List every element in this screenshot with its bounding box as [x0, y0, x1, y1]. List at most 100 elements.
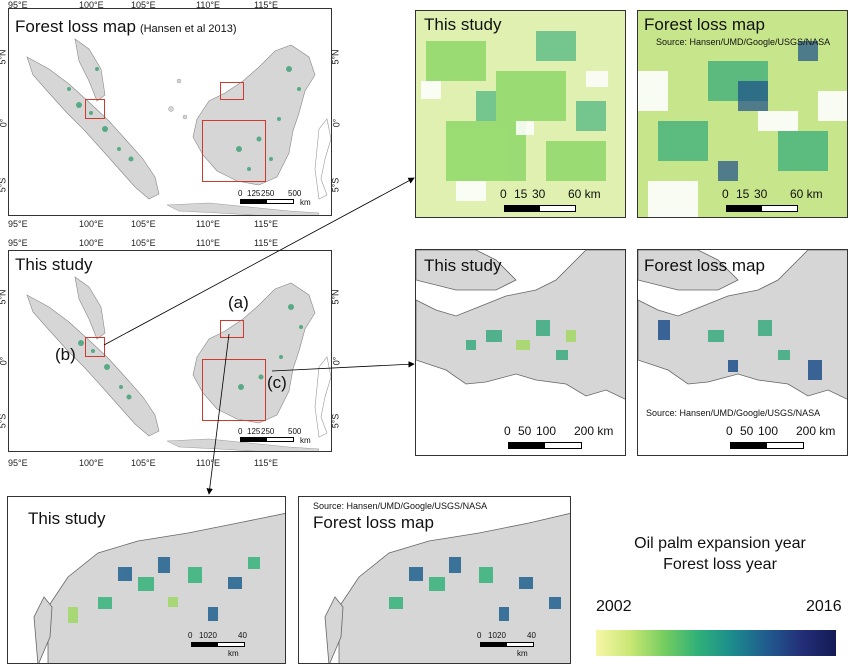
lon-tick: 105°E	[131, 458, 156, 468]
overview-scalebar: 0 125 250 500 km	[238, 189, 328, 213]
inset-a-source: Source: Hansen/UMD/Google/USGS/NASA	[313, 501, 488, 511]
scale-label: 500	[288, 427, 302, 436]
lat-tick: 0°	[0, 356, 9, 366]
scale-label: 20	[497, 631, 506, 640]
lon-tick: 95°E	[8, 219, 28, 229]
lat-tick: 5°N	[330, 49, 341, 65]
lon-tick: 110°E	[196, 0, 220, 10]
inset-a-right-scalebar: 0 10 20 40 km	[477, 631, 557, 661]
legend-max-year: 2016	[806, 598, 842, 615]
lat-tick: 0°	[331, 118, 342, 128]
inset-c-right-graphic	[638, 250, 847, 455]
lon-tick: 100°E	[79, 458, 104, 468]
lon-tick: 110°E	[196, 219, 220, 229]
inset-a-left-scalebar: 0 10 20 40 km	[188, 631, 268, 661]
scale-label: 40	[527, 631, 536, 640]
scale-unit: km	[300, 436, 311, 445]
scale-label: 0	[504, 424, 511, 438]
lon-tick: 115°E	[254, 238, 278, 248]
inset-b-right-graphic	[638, 11, 847, 217]
inset-b-forest-loss: Forest loss map Source: Hansen/UMD/Googl…	[637, 10, 848, 218]
label-c: (c)	[267, 373, 287, 392]
scale-label: 250	[261, 427, 275, 436]
overview-map-graphic	[26, 38, 331, 215]
inset-a-right-title: Forest loss map	[313, 513, 434, 532]
legend-min-year: 2002	[596, 598, 632, 615]
lat-tick: 5°S	[330, 413, 341, 429]
scale-label: 200 km	[574, 424, 614, 438]
inset-b-left-scalebar: 0 15 30 60 km	[500, 187, 620, 217]
label-a: (a)	[228, 293, 249, 312]
scale-unit: km	[517, 649, 528, 658]
lat-tick: 0°	[0, 118, 9, 128]
legend-color-ramp	[596, 630, 836, 656]
scale-label: 100	[536, 424, 557, 438]
inset-b-right-scalebar: 0 15 30 60 km	[722, 187, 842, 217]
overview-title-text: Forest loss map	[15, 17, 136, 36]
study-map-title: This study	[15, 255, 93, 274]
lat-tick: 5°S	[330, 177, 341, 193]
inset-a-left-graphic	[8, 497, 285, 663]
lon-tick: 105°E	[131, 219, 156, 229]
lon-tick: 100°E	[79, 0, 104, 10]
inset-b-this-study: This study 0 15 30 60 km	[415, 10, 626, 218]
lon-tick: 115°E	[254, 458, 278, 468]
inset-a-left-title: This study	[28, 509, 106, 528]
scale-label: 15	[514, 187, 528, 201]
lon-tick: 95°E	[8, 0, 28, 10]
scale-label: 30	[532, 187, 546, 201]
lon-tick: 95°E	[8, 458, 28, 468]
scale-label: 60 km	[790, 187, 823, 201]
scale-label: 50	[518, 424, 532, 438]
overview-citation: (Hansen et al 2013)	[139, 23, 237, 35]
study-scalebar: 0 125 250 500 km	[238, 427, 328, 451]
label-b: (b)	[55, 345, 76, 364]
scale-label: 0	[722, 187, 729, 201]
scale-label: 0	[500, 187, 507, 201]
lon-tick: 105°E	[131, 238, 156, 248]
lon-tick: 110°E	[196, 458, 220, 468]
lon-tick: 105°E	[131, 0, 156, 10]
inset-b-source: Source: Hansen/UMD/Google/USGS/NASA	[656, 37, 831, 47]
scale-unit: km	[300, 198, 311, 207]
lat-tick: 5°N	[330, 289, 341, 305]
lon-tick: 95°E	[8, 238, 28, 248]
lon-tick: 115°E	[254, 219, 278, 229]
scale-label: 0	[238, 427, 243, 436]
scale-label: 200 km	[796, 424, 836, 438]
lat-tick: 0°	[331, 356, 342, 366]
scale-label: 125	[247, 427, 261, 436]
scale-label: 15	[736, 187, 750, 201]
lat-tick: 5°S	[0, 177, 8, 193]
overview-map-this-study: This study (a) (b) (c) 0 125 250 500 km	[8, 250, 332, 452]
lon-tick: 100°E	[79, 238, 104, 248]
overview-map-forest-loss: Forest loss map (Hansen et al 2013) 0 125…	[8, 8, 332, 216]
lat-tick: 5°N	[0, 289, 8, 305]
lon-tick: 115°E	[254, 0, 278, 10]
scale-label: 30	[754, 187, 768, 201]
inset-c-source: Source: Hansen/UMD/Google/USGS/NASA	[646, 408, 821, 418]
scale-label: 0	[726, 424, 733, 438]
scale-label: 0	[188, 631, 193, 640]
scale-label: 125	[247, 189, 261, 198]
lon-tick: 110°E	[196, 238, 220, 248]
scale-label: 0	[238, 189, 243, 198]
inset-c-left-graphic	[416, 250, 625, 455]
scale-label: 250	[261, 189, 275, 198]
inset-a-box	[220, 82, 244, 100]
inset-b-right-title: Forest loss map	[644, 15, 765, 34]
inset-a-box	[220, 320, 244, 338]
inset-a-right-graphic	[299, 497, 570, 663]
lat-tick: 5°N	[0, 49, 8, 65]
inset-c-right-title: Forest loss map	[644, 256, 765, 275]
scale-label: 500	[288, 189, 302, 198]
inset-c-box	[202, 359, 266, 421]
inset-b-box	[85, 337, 105, 357]
inset-c-left-title: This study	[424, 256, 502, 275]
scale-label: 20	[208, 631, 217, 640]
inset-b-left-graphic	[416, 11, 625, 217]
scale-label: 40	[238, 631, 247, 640]
inset-a-this-study: This study 0 10 20 40 km	[7, 496, 286, 664]
inset-b-left-title: This study	[424, 15, 502, 34]
scale-label: 60 km	[568, 187, 601, 201]
